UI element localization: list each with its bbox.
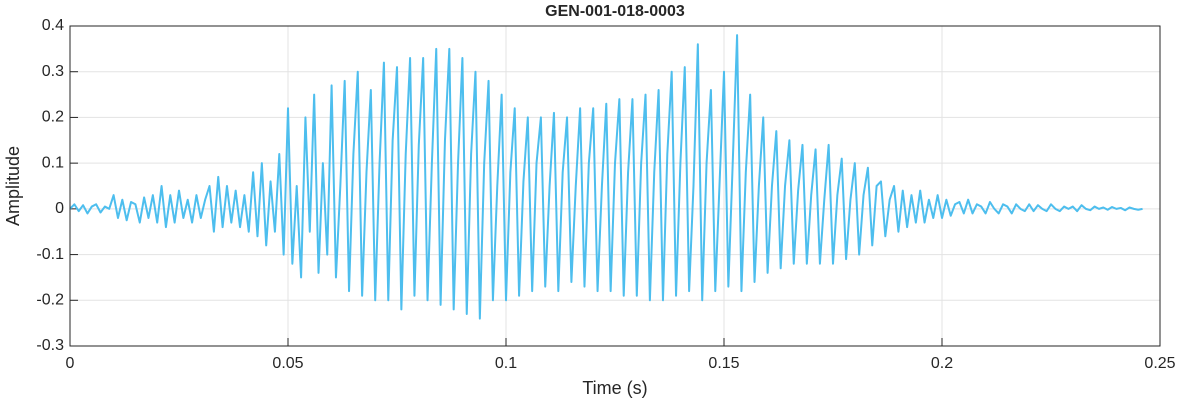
- x-tick-label: 0: [66, 355, 75, 372]
- plot-frame: [69, 25, 1161, 347]
- waveform-line: [69, 34, 1143, 320]
- y-axis-label: Amplitude: [3, 146, 23, 226]
- y-tick-label: -0.3: [36, 337, 64, 354]
- x-axis-label: Time (s): [582, 378, 647, 398]
- x-tick-label: 0.25: [1144, 355, 1175, 372]
- chart-title: GEN-001-018-0003: [545, 3, 685, 20]
- y-tick-label: 0.2: [42, 109, 64, 126]
- y-tick-label: 0.3: [42, 63, 64, 80]
- x-tick-label: 0.1: [495, 355, 517, 372]
- x-tick-label: 0.15: [708, 355, 739, 372]
- y-tick-label: -0.1: [36, 246, 64, 263]
- y-tick-label: 0.4: [42, 17, 64, 34]
- y-tick-label: -0.2: [36, 292, 64, 309]
- x-tick-label: 0.05: [272, 355, 303, 372]
- y-tick-label: 0.1: [42, 154, 64, 171]
- x-tick-label: 0.2: [931, 355, 953, 372]
- y-tick-label: 0: [55, 200, 64, 217]
